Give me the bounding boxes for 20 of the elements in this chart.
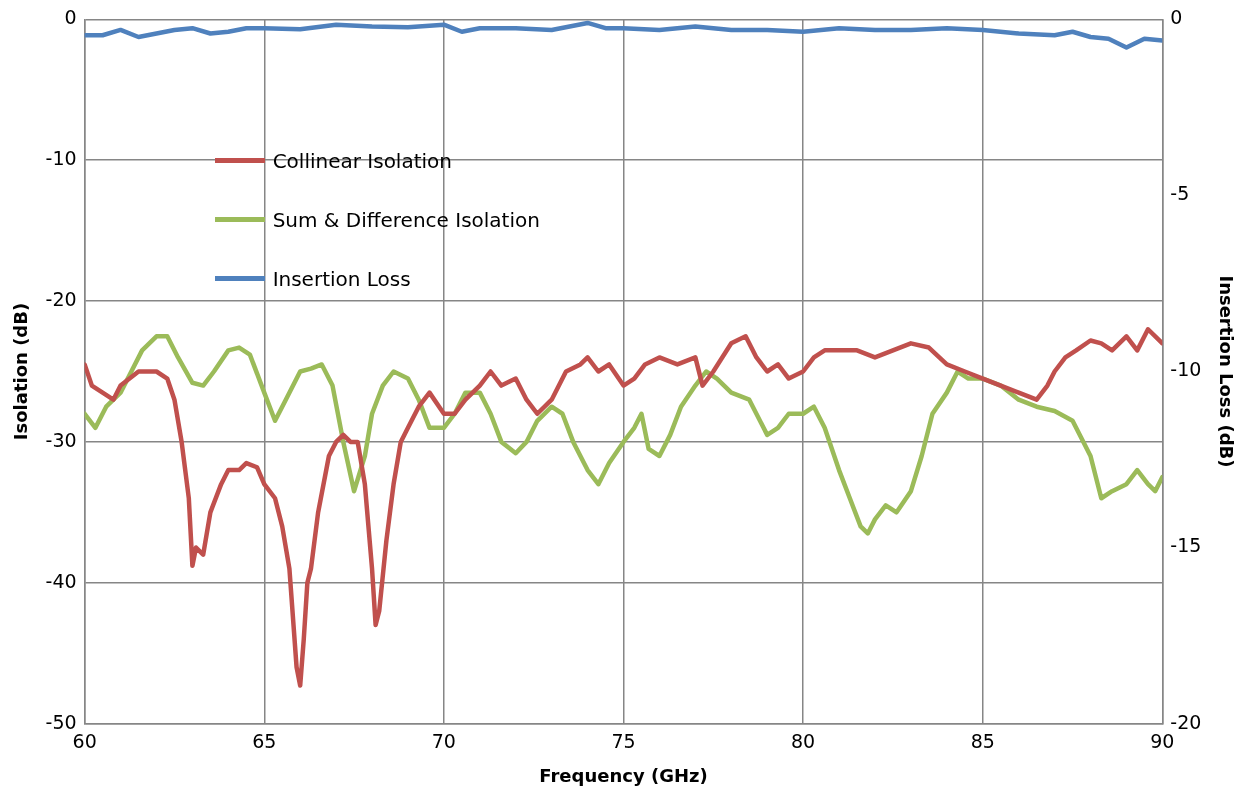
y-axis-title: Isolation (dB) [10,302,32,441]
y2-tick-label: 0 [1170,6,1183,29]
x-tick-label: 80 [791,729,816,752]
x-tick-label: 75 [611,729,636,752]
y-tick-label: -20 [45,288,77,311]
x-axis-title: Frequency (GHz) [539,764,708,786]
y2-tick-label: -15 [1170,534,1202,557]
legend-label: Collinear Isolation [272,148,452,173]
legend-label: Sum & Difference Isolation [272,207,540,232]
y-tick-label: 0 [64,6,77,29]
y2-axis-title: Insertion Loss (dB) [1215,275,1237,468]
legend-label: Insertion Loss [272,266,411,291]
y2-tick-label: -5 [1170,182,1190,205]
x-tick-label: 85 [970,729,995,752]
x-tick-label: 70 [431,729,456,752]
y-tick-label: -30 [45,428,77,451]
y2-tick-label: -10 [1170,358,1202,381]
y-tick-label: -40 [45,569,77,592]
x-tick-label: 65 [252,729,277,752]
y-tick-label: -10 [45,147,77,170]
